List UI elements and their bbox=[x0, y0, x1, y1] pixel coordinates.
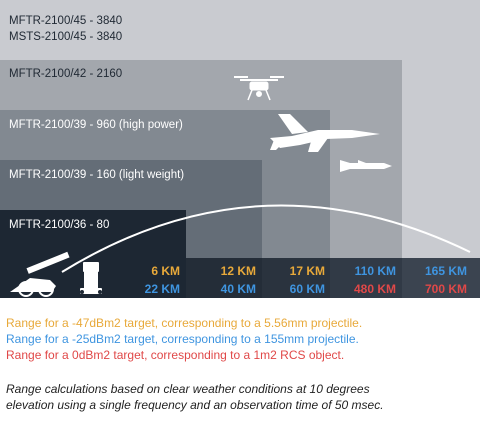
cannon-icon bbox=[10, 251, 70, 297]
range-orange-160: 12 KM bbox=[220, 264, 256, 278]
range-red-3840: 700 KM bbox=[424, 282, 467, 296]
strip-160 bbox=[186, 258, 262, 298]
band-label-mftr-45: MFTR-2100/45 - 3840 bbox=[9, 15, 123, 27]
strip-2160 bbox=[330, 258, 402, 298]
range-blue-160: 40 KM bbox=[220, 282, 256, 296]
strip-3840 bbox=[402, 258, 480, 298]
legend-red: Range for a 0dBm2 target, corresponding … bbox=[6, 348, 345, 362]
range-orange-960: 17 KM bbox=[289, 264, 325, 278]
band-label-msts-45: MSTS-2100/45 - 3840 bbox=[9, 31, 123, 43]
range-blue-960: 60 KM bbox=[289, 282, 325, 296]
radar-icon bbox=[80, 262, 102, 294]
range-orange-3840: 165 KM bbox=[424, 264, 467, 278]
range-blue-80: 22 KM bbox=[144, 282, 180, 296]
range-red-2160: 480 KM bbox=[353, 282, 396, 296]
range-orange-80: 6 KM bbox=[151, 264, 180, 278]
range-orange-2160: 110 KM bbox=[354, 264, 396, 278]
trajectory-arc bbox=[61, 204, 471, 273]
strip-960 bbox=[262, 258, 330, 298]
legend-blue: Range for a -25dBm2 target, correspondin… bbox=[6, 332, 359, 346]
radar-range-graphic: MFTR-2100/45 - 3840 MSTS-2100/45 - 3840 … bbox=[0, 0, 480, 298]
range-calculation-note: Range calculations based on clear weathe… bbox=[6, 381, 384, 413]
fighter-jet-icon bbox=[270, 114, 380, 152]
drone-icon bbox=[234, 76, 284, 101]
band-label-mftr-39-lw: MFTR-2100/39 - 160 (light weight) bbox=[9, 169, 185, 181]
note-line-2: elevation using a single frequency and a… bbox=[6, 398, 384, 412]
band-label-mftr-42: MFTR-2100/42 - 2160 bbox=[9, 68, 123, 80]
band-label-mftr-39-hp: MFTR-2100/39 - 960 (high power) bbox=[9, 119, 183, 131]
missile-icon bbox=[340, 160, 392, 172]
legend-orange: Range for a -47dBm2 target, correspondin… bbox=[6, 316, 363, 330]
note-line-1: Range calculations based on clear weathe… bbox=[6, 382, 370, 396]
band-label-mftr-36: MFTR-2100/36 - 80 bbox=[9, 219, 110, 231]
